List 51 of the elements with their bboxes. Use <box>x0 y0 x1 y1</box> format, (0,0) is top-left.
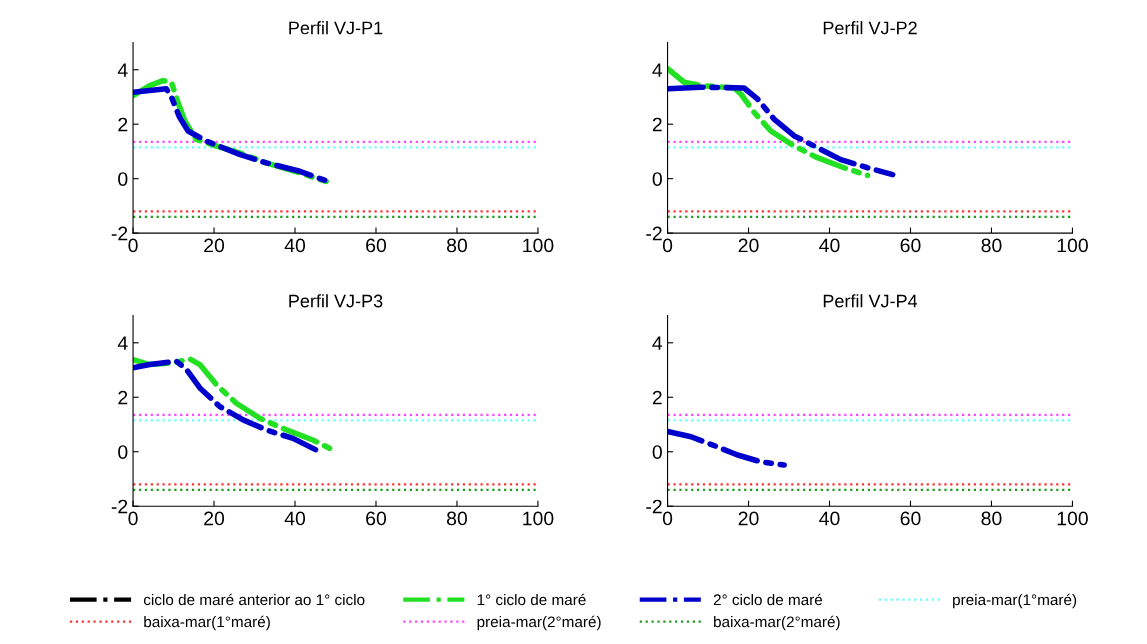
chart-title: Perfil VJ-P3 <box>289 294 383 308</box>
y-tick-label: 0 <box>652 445 662 459</box>
y-tick-label: 4 <box>652 336 663 350</box>
x-tick-label: 40 <box>284 511 306 526</box>
x-tick-label: 60 <box>900 238 921 253</box>
x-tick-label: 80 <box>981 238 1002 253</box>
x-tick-label: 100 <box>1057 238 1088 253</box>
legend-label: 2° ciclo de maré <box>713 593 823 606</box>
x-tick-label: 60 <box>366 511 387 526</box>
legend-label: preia-mar(1°maré) <box>953 593 1077 609</box>
x-tick-label: 40 <box>819 238 840 253</box>
chart-title: Perfil VJ-P2 <box>823 21 917 35</box>
y-tick-label: 0 <box>652 172 662 186</box>
y-tick-label: -2 <box>111 499 128 514</box>
legend-label: ciclo de maré anterior ao 1° ciclo <box>143 593 365 606</box>
y-tick-label: -2 <box>646 226 662 241</box>
y-tick-label: -2 <box>646 499 662 514</box>
x-tick-label: 20 <box>204 511 225 526</box>
x-tick-label: 80 <box>447 511 468 526</box>
x-tick-label: 40 <box>819 511 840 526</box>
x-tick-label: 60 <box>900 511 921 526</box>
x-tick-label: 0 <box>128 511 138 526</box>
y-tick-label: 4 <box>652 63 663 77</box>
chart-title: Perfil VJ-P1 <box>289 21 383 35</box>
x-tick-label: 80 <box>447 238 468 253</box>
legend-label: baixa-mar(1°maré) <box>144 615 270 631</box>
x-tick-label: 100 <box>523 511 554 526</box>
y-tick-label: 0 <box>118 172 128 186</box>
x-tick-label: 20 <box>738 238 759 253</box>
legend-label: 1° ciclo de maré <box>477 593 586 606</box>
x-tick-label: 60 <box>366 238 387 253</box>
x-tick-label: 40 <box>284 238 306 253</box>
x-tick-label: 20 <box>204 238 225 253</box>
legend-label: preia-mar(2°maré) <box>477 615 601 631</box>
y-tick-label: -2 <box>111 226 128 241</box>
x-tick-label: 20 <box>738 511 759 526</box>
chart-title: Perfil VJ-P4 <box>823 294 918 308</box>
y-tick-label: 2 <box>118 390 128 405</box>
y-tick-label: 0 <box>118 445 128 459</box>
x-tick-label: 0 <box>128 238 138 253</box>
x-tick-label: 0 <box>662 238 673 253</box>
y-tick-label: 2 <box>652 117 662 132</box>
y-tick-label: 4 <box>117 336 128 350</box>
x-tick-label: 0 <box>662 511 673 526</box>
x-tick-label: 100 <box>1057 511 1088 526</box>
y-tick-label: 2 <box>652 390 662 405</box>
x-tick-label: 100 <box>523 238 554 253</box>
y-tick-label: 2 <box>118 117 128 132</box>
legend-label: baixa-mar(2°maré) <box>714 615 840 631</box>
y-tick-label: 4 <box>117 63 128 77</box>
x-tick-label: 80 <box>981 511 1002 526</box>
